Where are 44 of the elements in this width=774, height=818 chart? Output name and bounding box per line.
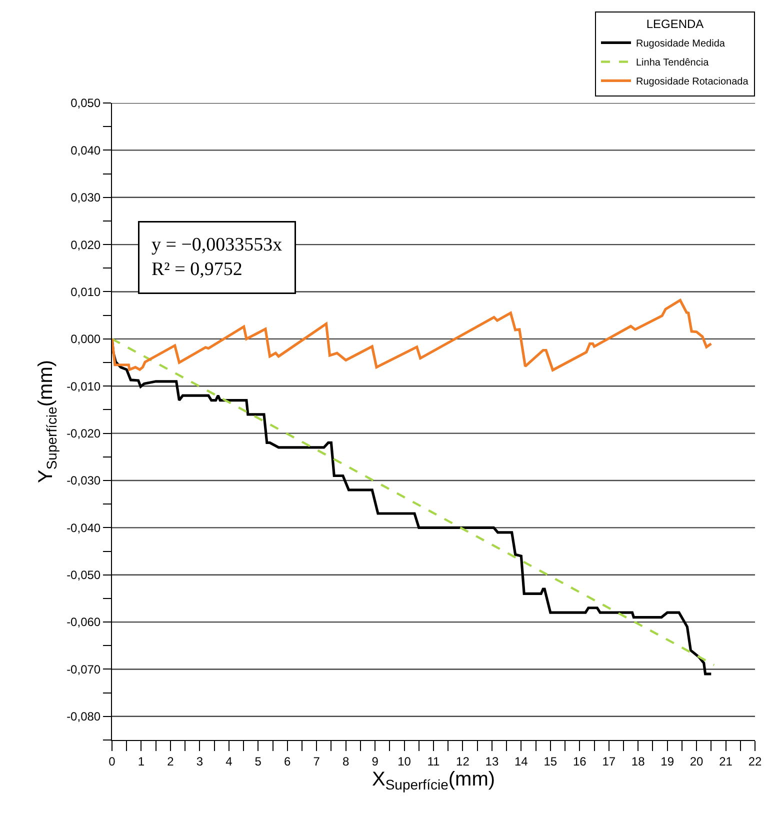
x-tick-label: 1 [138,754,145,768]
y-tick-label: -0,060 [66,615,101,630]
x-tick-label: 2 [167,754,174,768]
x-tick-label: 21 [719,754,733,768]
x-axis-title: X$_{Superfície}$(mm) [372,768,496,793]
y-tick-label: 0,020 [70,238,101,252]
x-tick-label: 4 [226,754,233,768]
x-tick-label: 15 [544,754,558,768]
annotation: R² = 0,9752 [152,259,242,280]
x-tick-label: 12 [456,754,470,768]
y-tick-label: 0,030 [70,190,101,205]
y-tick-label: -0,030 [66,474,101,488]
legend-title: LEGENDA [646,17,704,32]
x-tick-label: 19 [660,754,674,768]
legend-label: Rugosidade Rotacionada [636,76,749,88]
y-tick-label: -0,080 [66,710,101,724]
x-tick-label: 13 [485,754,499,768]
x-tick-label: 6 [284,754,292,768]
legend-label: Linha Tendência [636,58,710,69]
y-tick-label: -0,010 [66,379,101,394]
x-tick-label: 20 [690,754,704,768]
x-tick-label: 11 [427,754,440,768]
y-tick-label: -0,050 [66,568,101,582]
y-tick-label: -0,070 [66,662,101,676]
y-tick-label: 0,040 [70,143,101,158]
x-tick-label: 7 [313,754,320,768]
x-tick-label: 17 [602,754,616,768]
x-tick-label: 18 [631,754,646,768]
x-tick-label: 14 [514,754,528,768]
annotation: y = −0,0033553x [152,234,283,256]
x-tick-label: 0 [108,754,116,768]
x-tick-label: 16 [572,754,587,768]
x-tick-label: 22 [748,754,762,768]
x-tick-label: 5 [254,754,262,768]
x-tick-label: 3 [196,754,204,768]
x-tick-label: 10 [398,754,412,768]
y-tick-label: -0,040 [66,520,101,535]
y-tick-label: 0,000 [70,332,101,346]
y-tick-label: -0,020 [66,426,101,440]
y-tick-label: 0,050 [70,96,101,110]
x-tick-label: 9 [372,754,379,768]
x-tick-label: 8 [342,754,350,768]
y-tick-label: 0,010 [70,284,101,299]
legend-label: Rugosidade Medida [636,38,726,50]
